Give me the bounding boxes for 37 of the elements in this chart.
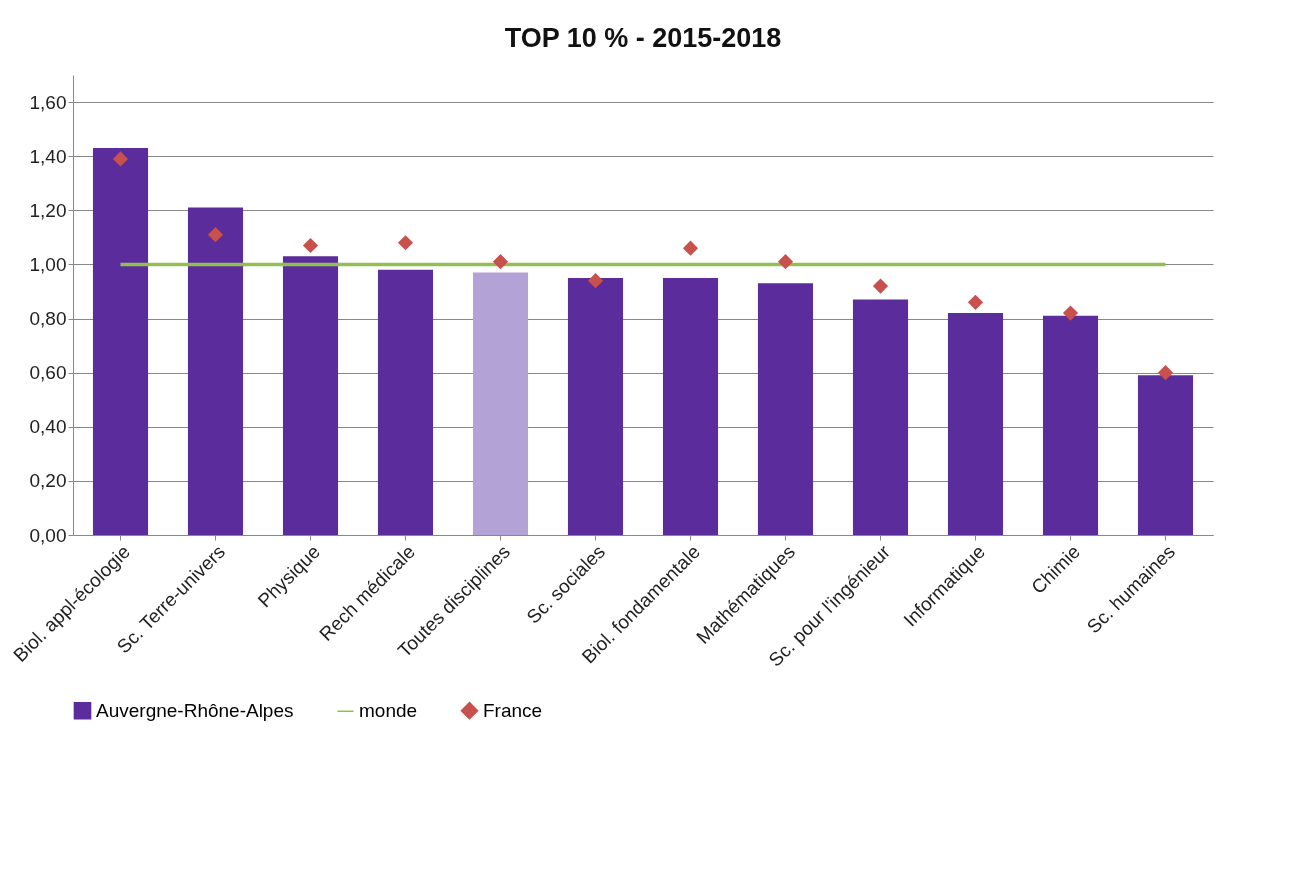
bar [852,299,909,535]
bar [1042,315,1099,535]
y-tick-label: 0,40 [29,416,67,438]
bar [377,269,434,535]
bar [757,283,814,535]
y-tick-label: 0,80 [29,308,67,330]
bar [662,277,719,535]
legend-label: monde [359,700,418,722]
bar [92,148,149,535]
bar [947,313,1004,535]
point [302,237,319,254]
y-tick-label: 0,60 [29,362,67,384]
legend-label: France [483,699,543,721]
y-tick-label: 1,60 [29,91,67,113]
y-tick-label: 1,20 [29,199,67,221]
point [967,294,984,310]
bar [282,256,339,535]
y-tick-label: 1,00 [29,253,67,275]
point [682,240,699,256]
point [207,227,224,243]
point [397,235,414,251]
legend-label: Auvergne-Rhône-Alpes [96,699,294,721]
bar [187,207,244,535]
chart-title: TOP 10 % - 2015-2018 [504,23,782,53]
bar [1137,375,1194,535]
point [777,254,794,270]
y-tick-label: 1,40 [29,145,67,167]
point [1157,365,1174,381]
bar [567,277,624,535]
point [872,278,889,294]
y-tick-label: 0,20 [29,470,67,492]
y-tick-label: 0,00 [29,524,67,546]
point [492,254,509,270]
point [1062,305,1079,321]
bar [472,272,529,535]
point [112,151,129,167]
point [587,273,604,289]
